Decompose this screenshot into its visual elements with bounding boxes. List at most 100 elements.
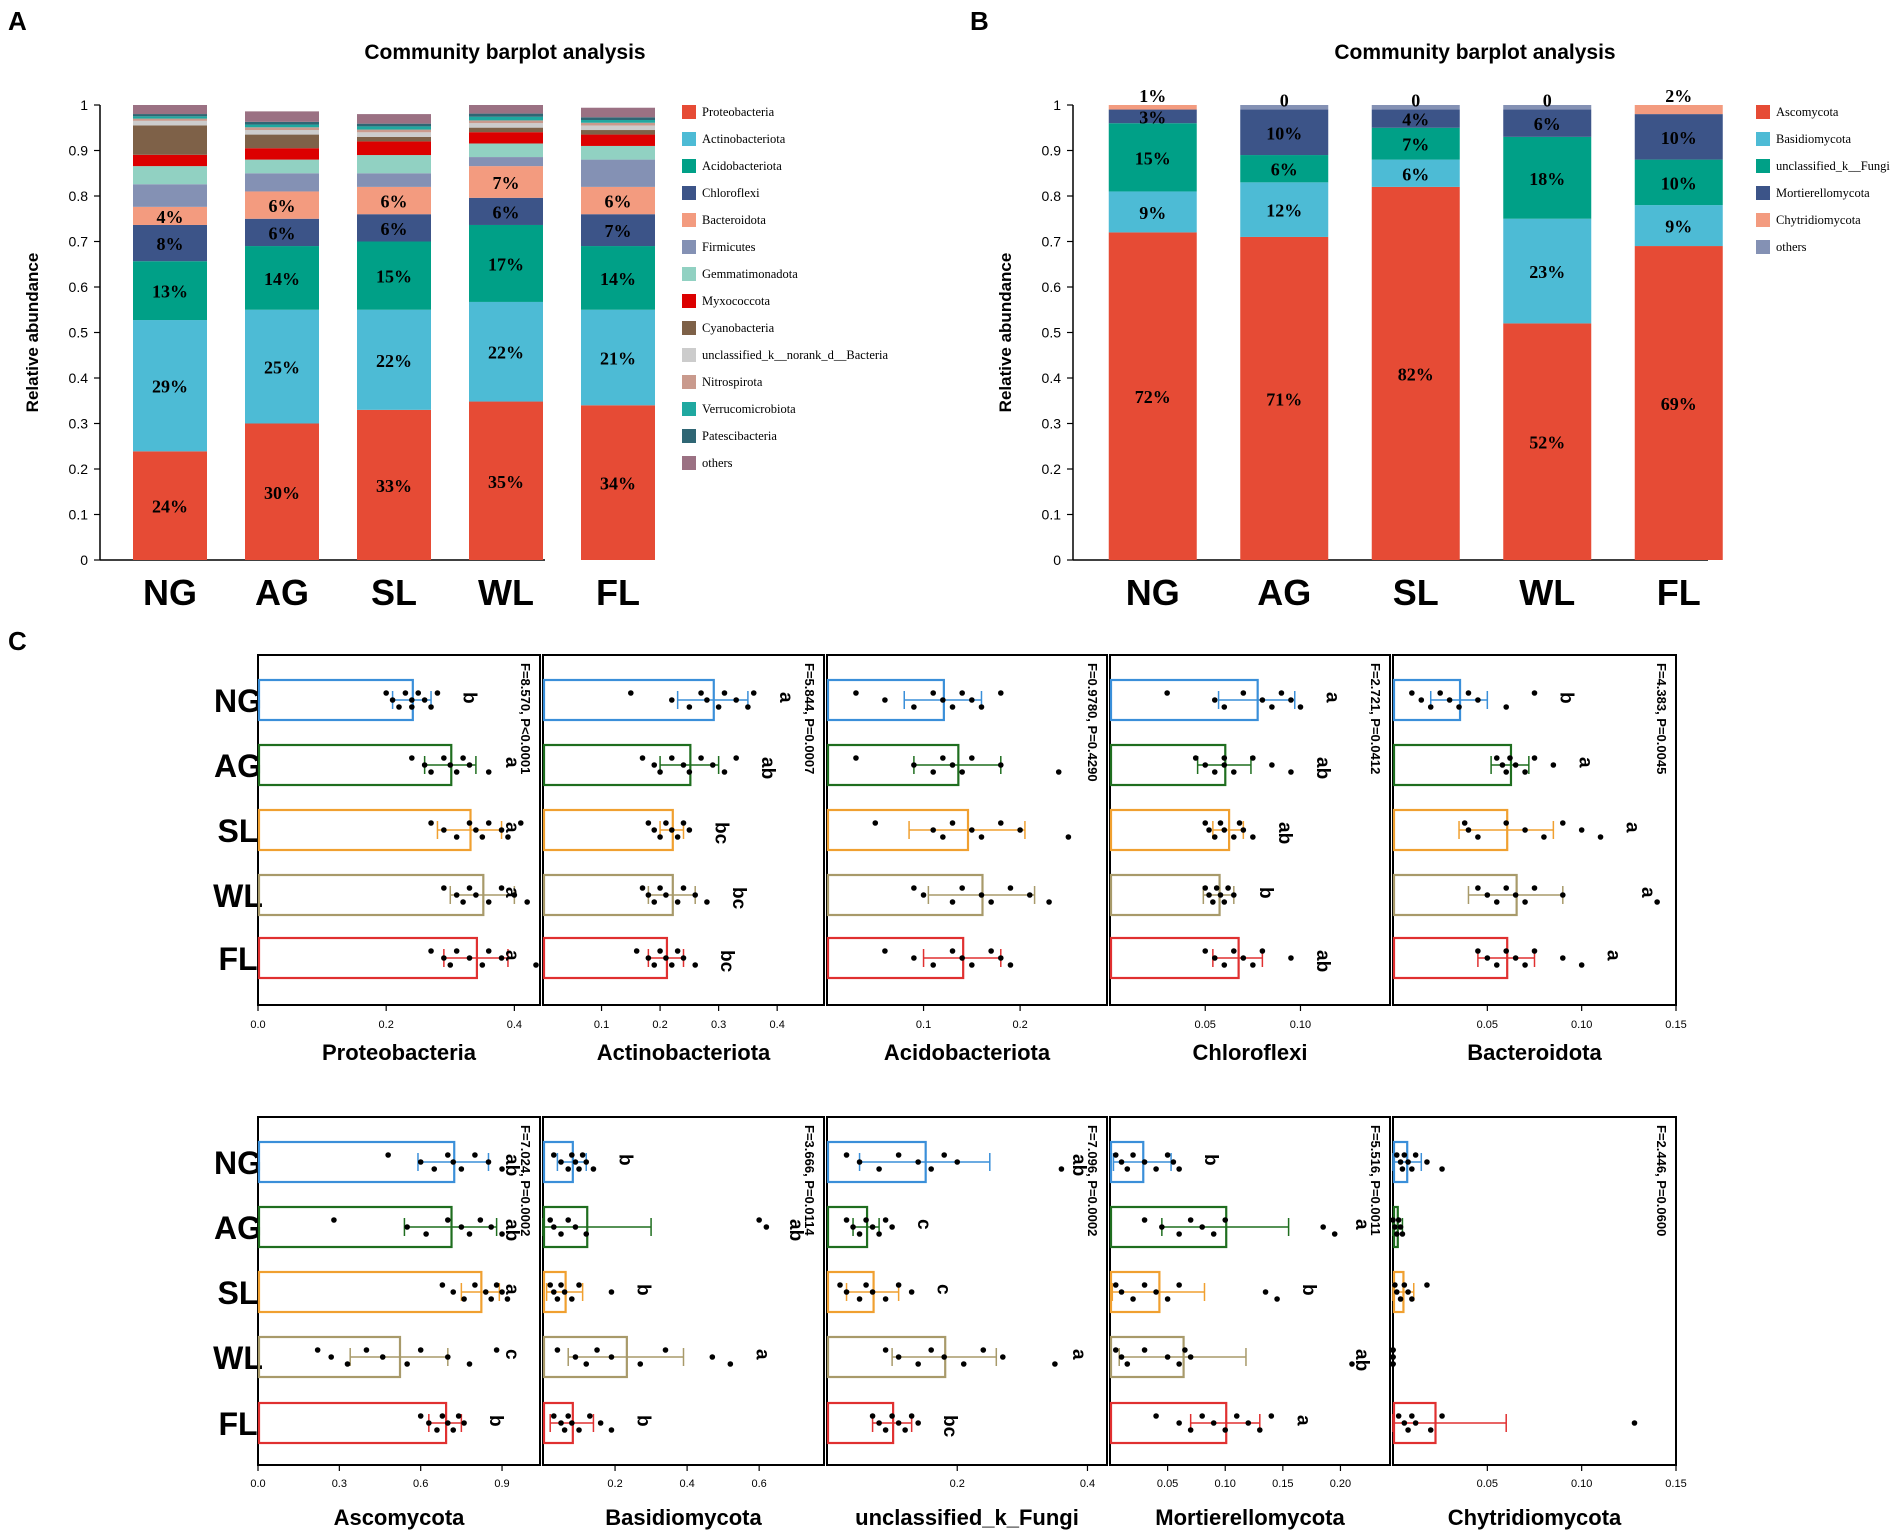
- data-point-fl: [1250, 962, 1256, 968]
- taxon-label-mortierellomycota: Mortierellomycota: [1155, 1505, 1345, 1530]
- data-point-wl: [1052, 1361, 1058, 1367]
- significance-letter-ag: a: [501, 757, 522, 768]
- data-point-sl: [461, 1296, 467, 1302]
- legend-swatch-nitrospirota: [682, 375, 696, 389]
- data-point-wl: [1349, 1361, 1355, 1367]
- data-point-ng: [1475, 697, 1481, 703]
- data-point-ng: [1412, 1152, 1419, 1158]
- data-point-fl: [882, 1427, 889, 1433]
- data-point-ag: [404, 1224, 410, 1230]
- data-point-sl: [1522, 827, 1528, 833]
- data-point-ag: [466, 1231, 473, 1237]
- data-label-bacteroidota-ng: 4%: [157, 207, 184, 227]
- mean-bar-fl: [257, 1401, 448, 1445]
- legend-label-chytridiomycota: Chytridiomycota: [1776, 213, 1861, 227]
- taxon-label-chytridiomycota: Chytridiomycota: [1448, 1505, 1622, 1530]
- data-point-sl: [645, 820, 652, 826]
- taxon-label-acidobacteriota: Acidobacteriota: [884, 1040, 1051, 1065]
- data-point-ag: [572, 1224, 579, 1230]
- bar-segment-verrucomicrobiota-wl: [469, 116, 543, 121]
- data-point-ng: [1446, 697, 1453, 703]
- bar-segment-unclassified-k-fungi-ng: [1108, 123, 1197, 192]
- data-label-unclassified-k-fungi-wl: 18%: [1529, 169, 1565, 189]
- significance-letter-ag: ab: [785, 1219, 806, 1241]
- data-point-wl: [1118, 1354, 1125, 1360]
- bar-segment-myxococcota-ag: [245, 148, 319, 160]
- data-point-wl: [1206, 892, 1212, 898]
- data-point-fl: [1268, 1413, 1275, 1419]
- legend-label-basidiomycota: Basidiomycota: [1776, 132, 1851, 146]
- data-point-ng: [415, 690, 422, 696]
- data-point-ng: [1465, 690, 1472, 696]
- data-point-ag: [763, 1224, 770, 1230]
- legend-label-chloroflexi: Chloroflexi: [702, 186, 760, 200]
- y-tick-label: 0.9: [69, 143, 89, 159]
- data-point-fl: [663, 955, 669, 961]
- data-point-wl: [460, 899, 466, 905]
- data-point-ag: [1187, 1217, 1194, 1223]
- data-point-ng: [733, 697, 739, 703]
- data-point-sl: [466, 820, 473, 826]
- data-point-ng: [1058, 1166, 1065, 1172]
- legend-swatch-ascomycota: [1756, 105, 1770, 119]
- bar-segment-chloroflexi-wl: [469, 197, 543, 225]
- taxon-label-ascomycota: Ascomycota: [334, 1505, 466, 1530]
- data-point-wl: [895, 1354, 902, 1360]
- data-point-wl: [941, 1354, 948, 1360]
- data-point-wl: [960, 1361, 967, 1367]
- x-tick-label: 0.2: [652, 1019, 667, 1031]
- bar-segment-basidiomycota-fl: [1634, 205, 1723, 247]
- data-point-sl: [1231, 834, 1237, 840]
- data-point-ag: [1512, 762, 1519, 768]
- x-tick-label: 0.15: [1272, 1478, 1293, 1490]
- data-point-wl: [1390, 1347, 1396, 1353]
- data-point-sl: [485, 820, 492, 826]
- bar-segment-nitrospirota-sl: [357, 129, 431, 133]
- y-tick-label: 0: [80, 552, 88, 568]
- data-label-bacteroidota-ag: 6%: [269, 196, 296, 216]
- bar-segment-chytridiomycota-ng: [1108, 105, 1197, 110]
- mean-bar-ng: [257, 678, 414, 722]
- data-point-wl: [639, 885, 646, 891]
- data-point-fl: [876, 1420, 882, 1426]
- data-point-sl: [561, 1289, 568, 1295]
- data-point-fl: [453, 948, 460, 954]
- subplot-frame: [1109, 654, 1391, 1006]
- data-point-fl: [479, 962, 486, 968]
- significance-letter-ng: a: [1321, 692, 1342, 703]
- data-point-fl: [645, 955, 652, 961]
- data-point-fl: [445, 1420, 451, 1426]
- bar-segment-verrucomicrobiota-sl: [357, 126, 431, 130]
- data-point-fl: [576, 1427, 582, 1433]
- data-label-chytridiomycota-sl: 0: [1411, 91, 1420, 111]
- bar-segment-gemmatimonadota-ag: [245, 159, 319, 174]
- bar-segment-unclassified-k-fungi-fl: [1634, 159, 1723, 206]
- bar-segment-others-fl: [581, 107, 655, 118]
- legend-label-acidobacteriota: Acidobacteriota: [702, 159, 782, 173]
- legend-label-verrucomicrobiota: Verrucomicrobiota: [702, 402, 796, 416]
- data-point-ng: [997, 690, 1004, 696]
- bar-segment-chloroflexi-fl: [581, 214, 655, 247]
- bar-segment-acidobacteriota-ng: [133, 261, 207, 321]
- data-label-chloroflexi-sl: 6%: [381, 219, 408, 239]
- data-point-fl: [551, 1413, 557, 1419]
- x-tick-label: 0.4: [507, 1019, 522, 1031]
- data-point-fl: [558, 1420, 564, 1426]
- taxon-label-proteobacteria: Proteobacteria: [322, 1040, 477, 1065]
- x-tick-label: 0.0: [250, 1019, 265, 1031]
- bar-segment-bacteroidota-ng: [133, 206, 207, 225]
- bar-segment-gemmatimonadota-sl: [357, 155, 431, 174]
- x-tick-label-sl: SL: [1393, 572, 1439, 613]
- data-point-sl: [869, 1289, 876, 1295]
- data-point-sl: [493, 1282, 500, 1288]
- stat-annotation: F=0.9780, P=0.4290: [1085, 663, 1100, 782]
- legend-label-mortierellomycota: Mortierellomycota: [1776, 186, 1870, 200]
- data-point-fl: [1221, 962, 1228, 968]
- data-point-fl: [1153, 1413, 1159, 1419]
- data-point-wl: [657, 885, 663, 891]
- taxon-label-actinobacteriota: Actinobacteriota: [597, 1040, 771, 1065]
- data-point-ng: [1211, 697, 1218, 703]
- data-point-ag: [445, 1217, 451, 1223]
- y-tick-label: 0.3: [1042, 416, 1062, 432]
- significance-letter-sl: b: [632, 1284, 653, 1296]
